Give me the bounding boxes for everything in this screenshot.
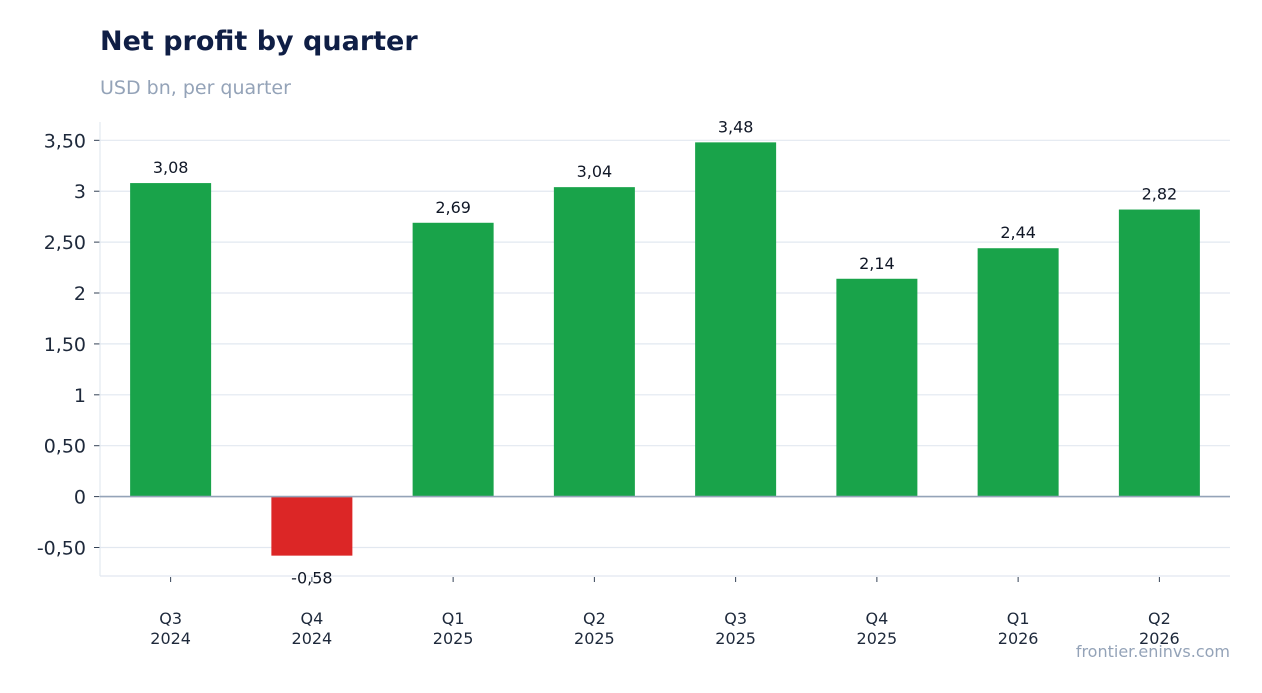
data-label: 2,14 [859, 254, 895, 273]
y-tick-label: 3,50 [44, 130, 86, 152]
y-tick-label: 1 [74, 385, 86, 407]
y-tick-label: 1,50 [44, 334, 86, 356]
x-tick-label: Q4 2024 [292, 609, 333, 648]
data-label: -0,58 [291, 569, 332, 588]
bar [271, 496, 353, 556]
source-watermark: frontier.eninvs.com [1075, 642, 1230, 661]
data-label: 2,69 [435, 198, 471, 217]
y-tick-label: 2 [74, 283, 86, 305]
y-tick-label: -0,50 [37, 537, 86, 559]
data-label: 2,44 [1000, 223, 1036, 242]
grid-lines [100, 139, 1230, 549]
x-tick-label: Q2 2025 [574, 609, 615, 648]
bar [553, 187, 635, 497]
labels: -0,50 0 0,50 1 1,50 2 2,50 3 3,50 3,08 Q3 2024 -0,58… [37, 117, 1180, 648]
x-tick-label: Q1 2025 [433, 609, 474, 648]
chart-title: Net profit by quarter [100, 26, 418, 57]
data-label: 2,82 [1142, 185, 1178, 204]
data-label: 3,48 [718, 117, 754, 136]
y-tick-label: 0,50 [44, 436, 86, 458]
y-tick-label: 3 [74, 181, 86, 203]
data-label: 3,04 [577, 162, 613, 181]
x-tick-label: Q3 2024 [150, 609, 191, 648]
axes [94, 122, 1230, 582]
bars [130, 142, 1200, 556]
y-tick-label: 2,50 [44, 232, 86, 254]
bar [836, 278, 918, 497]
bar [412, 222, 494, 497]
bar [977, 248, 1059, 497]
y-tick-label: 0 [74, 487, 86, 509]
chart-subtitle: USD bn, per quarter [100, 77, 291, 99]
data-label: 3,08 [153, 158, 189, 177]
bar [695, 142, 777, 497]
bar [1118, 209, 1200, 497]
x-tick-label: Q2 2026 [1139, 609, 1180, 648]
x-tick-label: Q1 2026 [998, 609, 1039, 648]
x-tick-label: Q3 2025 [715, 609, 756, 648]
x-tick-label: Q4 2025 [857, 609, 898, 648]
bar [130, 183, 212, 497]
